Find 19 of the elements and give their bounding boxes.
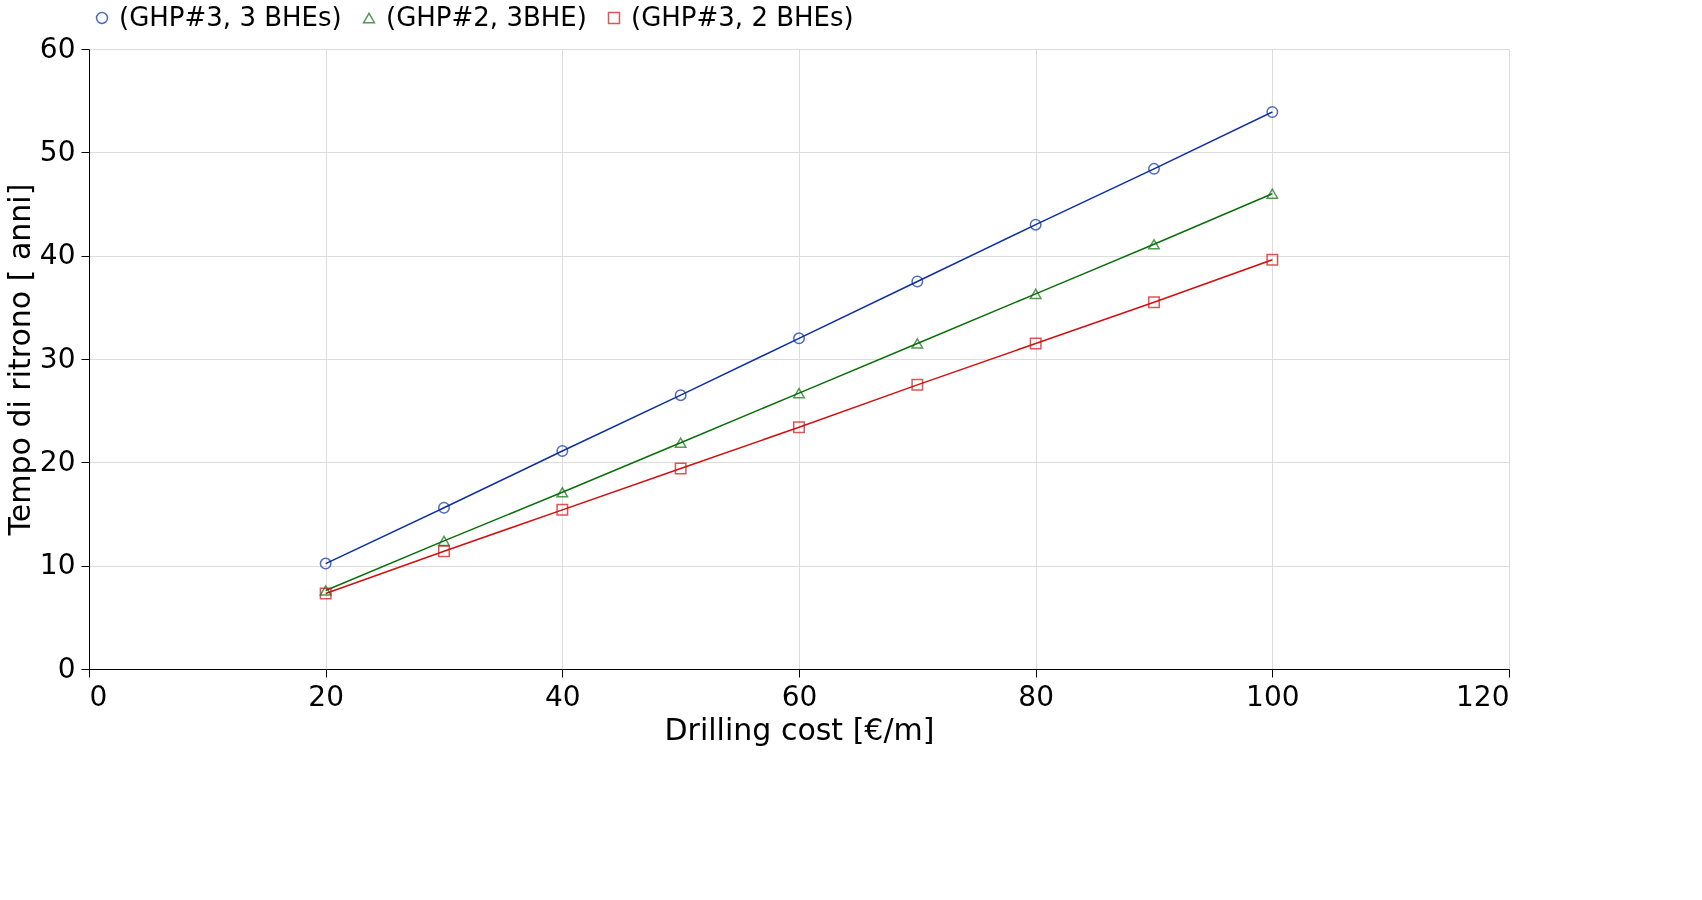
legend-label: (GHP#2, 3BHE) xyxy=(386,2,587,32)
x-tick-label: 80 xyxy=(1018,679,1054,713)
y-tick-label: 60 xyxy=(39,31,76,65)
y-tick-label: 50 xyxy=(39,134,76,168)
y-tick-label: 30 xyxy=(39,341,76,375)
legend-label: (GHP#3, 3 BHEs) xyxy=(119,2,342,32)
legend-label: (GHP#3, 2 BHEs) xyxy=(631,2,854,32)
x-tick-label: 20 xyxy=(308,679,344,713)
x-tick-label: 40 xyxy=(545,679,581,713)
y-tick-label: 0 xyxy=(57,651,76,685)
y-tick-label: 40 xyxy=(39,238,76,272)
x-tick-label: 0 xyxy=(89,679,108,713)
y-tick-label: 10 xyxy=(39,548,76,582)
y-axis-title: Tempo di ritrono [ anni] xyxy=(1,183,37,537)
x-axis-title: Drilling cost [€/m] xyxy=(664,711,935,747)
x-tick-label: 100 xyxy=(1246,679,1300,713)
x-tick-label: 120 xyxy=(1456,679,1510,713)
x-tick-label: 60 xyxy=(781,679,818,713)
y-tick-label: 20 xyxy=(39,444,76,478)
